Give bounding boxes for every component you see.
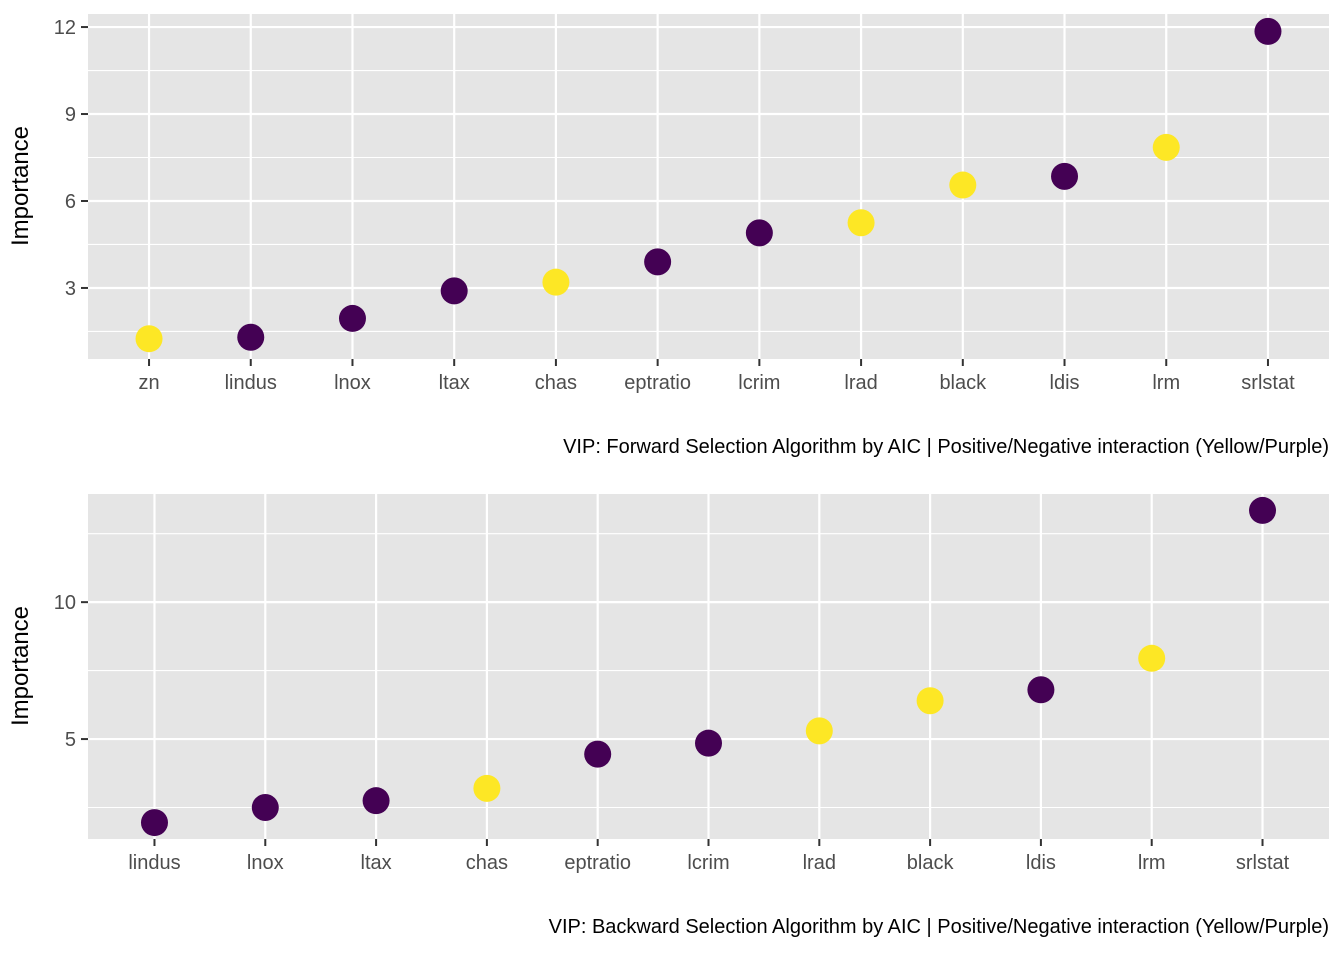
backward-selection-chart: 5 10 lindus lnox ltax chas eptratio lcrim lrad bl…	[7, 494, 1329, 938]
x-tick-label: lrm	[1152, 372, 1180, 394]
y-tick-label: 6	[65, 191, 76, 213]
x-tick-label: eptratio	[564, 852, 631, 874]
importance-point	[473, 774, 501, 802]
x-tick-label: srlstat	[1241, 372, 1295, 394]
y-axis-title: Importance	[7, 606, 34, 726]
x-tick-label: lcrim	[687, 852, 729, 874]
importance-point	[916, 687, 944, 715]
y-tick-label: 3	[65, 278, 76, 300]
chart-caption: VIP: Forward Selection Algorithm by AIC …	[563, 436, 1329, 458]
x-tick-label: lcrim	[738, 372, 780, 394]
x-tick-label: lindus	[225, 372, 277, 394]
importance-point	[237, 323, 265, 351]
x-tick-label: eptratio	[624, 372, 691, 394]
importance-point	[1138, 644, 1166, 672]
importance-point	[135, 325, 163, 353]
x-tick-label: lrad	[844, 372, 877, 394]
importance-point	[338, 304, 366, 332]
importance-point	[440, 277, 468, 305]
importance-point	[805, 717, 833, 745]
x-tick-label: lindus	[128, 852, 180, 874]
x-tick-label: zn	[138, 372, 159, 394]
x-tick-label: black	[939, 372, 987, 394]
x-tick-label: lrad	[803, 852, 836, 874]
importance-point	[251, 794, 279, 822]
x-tick-label: lnox	[247, 852, 284, 874]
x-tick-label: ltax	[439, 372, 470, 394]
importance-point	[1027, 676, 1055, 704]
x-tick-label: ltax	[361, 852, 392, 874]
x-tick-label: lrm	[1138, 852, 1166, 874]
importance-point	[644, 248, 672, 276]
x-tick-label: ldis	[1026, 852, 1056, 874]
plot-panel	[88, 14, 1329, 359]
importance-point	[1254, 17, 1282, 45]
importance-point	[362, 787, 390, 815]
x-tick-label: chas	[466, 852, 508, 874]
y-tick-label: 5	[65, 729, 76, 751]
importance-point	[847, 209, 875, 237]
x-tick-label: ldis	[1050, 372, 1080, 394]
y-tick-label: 12	[54, 17, 76, 39]
x-tick-label: lnox	[334, 372, 371, 394]
importance-point	[542, 268, 570, 296]
chart-caption: VIP: Backward Selection Algorithm by AIC…	[549, 916, 1329, 938]
y-tick-label: 10	[54, 592, 76, 614]
importance-point	[584, 740, 612, 768]
importance-point	[949, 171, 977, 199]
x-tick-label: srlstat	[1236, 852, 1290, 874]
y-axis-title: Importance	[7, 126, 34, 246]
importance-point	[745, 219, 773, 247]
importance-point	[140, 809, 168, 837]
importance-point	[1249, 496, 1277, 524]
x-tick-label: chas	[535, 372, 577, 394]
x-tick-label: black	[907, 852, 955, 874]
y-tick-label: 9	[65, 104, 76, 126]
importance-point	[1051, 162, 1079, 190]
importance-point	[1152, 133, 1180, 161]
importance-point	[695, 729, 722, 757]
forward-selection-chart: 3 6 9 12 zn lindus lnox ltax chas eptratio lcrim lr…	[7, 14, 1329, 458]
